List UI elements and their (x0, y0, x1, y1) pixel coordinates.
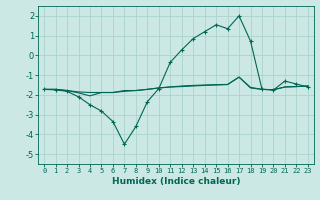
X-axis label: Humidex (Indice chaleur): Humidex (Indice chaleur) (112, 177, 240, 186)
